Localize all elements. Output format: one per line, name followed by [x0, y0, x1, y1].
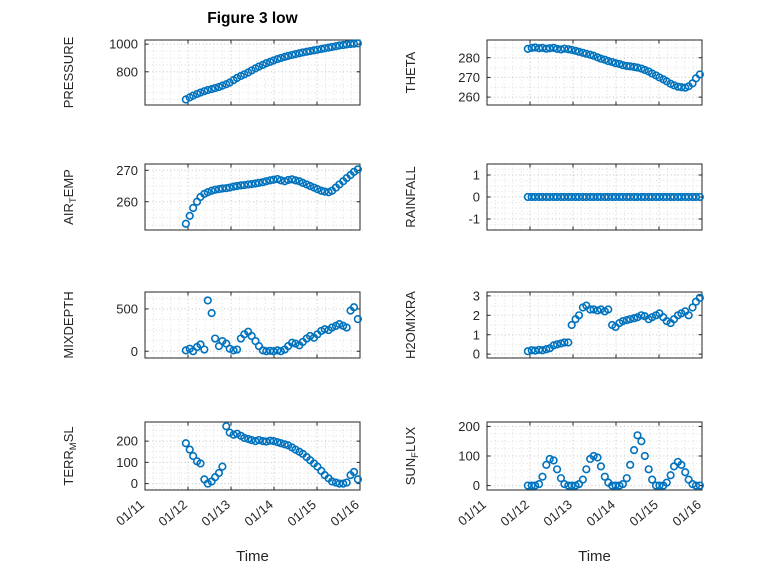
svg-text:-1: -1	[468, 212, 480, 227]
svg-text:SUNFLUX: SUNFLUX	[403, 426, 421, 485]
svg-text:MIXDEPTH: MIXDEPTH	[61, 291, 76, 358]
svg-text:01/11: 01/11	[455, 497, 489, 529]
svg-text:0: 0	[473, 347, 480, 362]
svg-text:01/15: 01/15	[626, 497, 661, 529]
figure-title: Figure 3 low	[207, 10, 298, 27]
svg-text:100: 100	[458, 449, 480, 464]
svg-text:01/16: 01/16	[327, 497, 362, 529]
svg-text:0: 0	[131, 476, 138, 491]
svg-text:THETA: THETA	[403, 51, 418, 93]
svg-text:800: 800	[116, 64, 138, 79]
svg-text:0: 0	[131, 344, 138, 359]
svg-text:01/11: 01/11	[113, 497, 147, 529]
svg-text:01/16: 01/16	[669, 497, 704, 529]
svg-text:0: 0	[473, 190, 480, 205]
svg-text:AIRTEMP: AIRTEMP	[61, 169, 79, 225]
svg-text:2: 2	[473, 308, 480, 323]
svg-text:270: 270	[458, 70, 480, 85]
svg-text:01/14: 01/14	[583, 497, 618, 529]
svg-text:01/12: 01/12	[497, 497, 532, 529]
svg-text:1: 1	[473, 327, 480, 342]
x-axis-title-right: Time	[578, 548, 611, 565]
svg-text:260: 260	[116, 194, 138, 209]
svg-text:200: 200	[116, 434, 138, 449]
svg-text:H2OMIXRA: H2OMIXRA	[403, 291, 418, 359]
svg-text:1: 1	[473, 168, 480, 183]
svg-text:0: 0	[473, 478, 480, 493]
svg-text:01/14: 01/14	[241, 497, 276, 529]
x-axis-title-left: Time	[236, 548, 269, 565]
svg-text:500: 500	[116, 301, 138, 316]
svg-text:200: 200	[458, 419, 480, 434]
svg-text:280: 280	[458, 50, 480, 65]
svg-text:PRESSURE: PRESSURE	[61, 36, 76, 108]
svg-text:01/13: 01/13	[540, 497, 575, 529]
svg-text:01/13: 01/13	[198, 497, 233, 529]
svg-text:270: 270	[116, 163, 138, 178]
svg-text:RAINFALL: RAINFALL	[403, 166, 418, 227]
svg-text:01/15: 01/15	[284, 497, 319, 529]
svg-text:3: 3	[473, 288, 480, 303]
svg-text:01/12: 01/12	[155, 497, 190, 529]
svg-text:260: 260	[458, 90, 480, 105]
svg-text:1000: 1000	[109, 37, 138, 52]
svg-text:100: 100	[116, 455, 138, 470]
svg-text:TERRMSL: TERRMSL	[61, 426, 79, 485]
